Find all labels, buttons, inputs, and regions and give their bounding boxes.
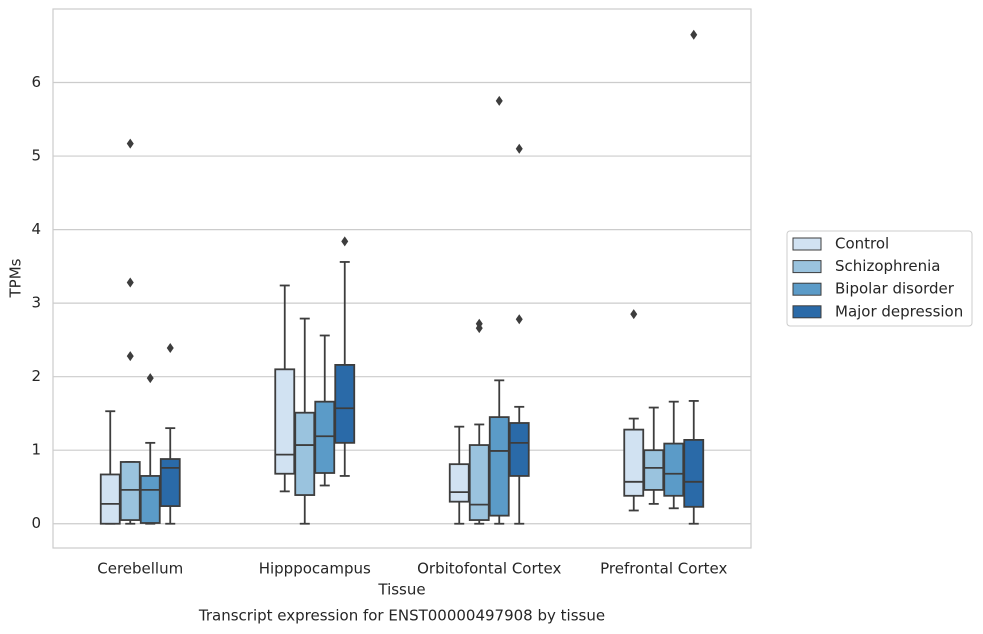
outlier xyxy=(630,309,638,320)
box xyxy=(159,458,181,507)
chart-title: Transcript expression for ENST0000049790… xyxy=(198,607,605,625)
outlier xyxy=(146,373,154,384)
legend-swatch xyxy=(792,282,822,296)
legend-swatch xyxy=(792,260,822,274)
box xyxy=(643,449,665,491)
x-axis-label: Tissue xyxy=(377,581,425,599)
outlier xyxy=(166,342,174,353)
outlier xyxy=(515,314,523,325)
outlier xyxy=(475,323,483,334)
box xyxy=(683,439,705,508)
y-tick-label: 6 xyxy=(31,73,41,91)
outlier xyxy=(495,95,503,106)
y-tick-label: 3 xyxy=(31,294,41,312)
x-tick-label: Orbitofontal Cortex xyxy=(417,560,561,578)
y-tick-label: 0 xyxy=(31,514,41,532)
legend-label: Schizophrenia xyxy=(835,257,940,275)
y-tick-label: 5 xyxy=(31,147,41,165)
y-tick-label: 4 xyxy=(31,220,41,238)
outlier xyxy=(341,236,349,247)
box xyxy=(274,368,296,475)
outlier xyxy=(126,138,134,149)
legend-label: Control xyxy=(835,235,889,253)
legend-frame xyxy=(786,230,973,327)
x-tick-label: Prefrontal Cortex xyxy=(600,560,727,578)
outlier xyxy=(126,277,134,288)
box xyxy=(663,442,685,497)
legend-label: Bipolar disorder xyxy=(835,280,955,298)
box xyxy=(623,428,645,497)
y-tick-label: 1 xyxy=(31,441,41,459)
legend-swatch xyxy=(792,237,822,251)
y-axis-label: TPMs xyxy=(7,258,25,298)
box xyxy=(99,473,121,525)
box xyxy=(314,400,336,474)
x-tick-label: Hipppocampus xyxy=(259,560,371,578)
x-tick-label: Cerebellum xyxy=(97,560,183,578)
legend-swatch xyxy=(792,305,822,319)
outlier xyxy=(515,143,523,154)
outlier xyxy=(690,29,698,40)
y-tick-label: 2 xyxy=(31,367,41,385)
box xyxy=(119,461,141,521)
legend-label: Major depression xyxy=(835,302,963,320)
box xyxy=(508,422,530,477)
box xyxy=(294,411,316,496)
box xyxy=(468,444,490,521)
box xyxy=(334,364,356,444)
box xyxy=(488,416,510,517)
box xyxy=(448,463,470,503)
outlier xyxy=(126,351,134,362)
box xyxy=(139,475,161,524)
